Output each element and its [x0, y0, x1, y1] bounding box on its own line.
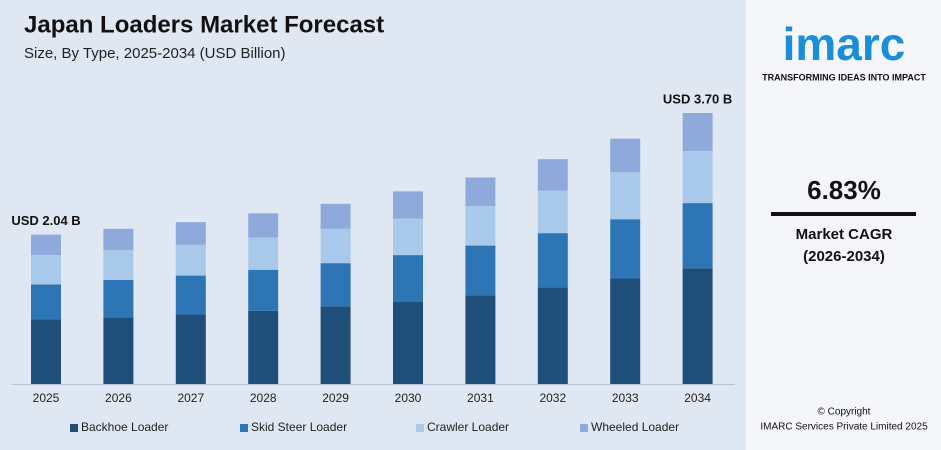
x-tick-label: 2026 [105, 391, 132, 405]
bar-segment [393, 301, 423, 384]
cagr-period: (2026-2034) [803, 248, 885, 265]
bar-segment [537, 190, 568, 234]
bar-segment [320, 228, 351, 264]
x-tick-label: 2025 [33, 391, 60, 405]
tagline: TRANSFORMING IDEAS INTO IMPACT [762, 72, 926, 82]
divider [771, 212, 916, 216]
bar-segment [248, 237, 279, 270]
legend-label: Skid Steer Loader [251, 420, 347, 434]
total-annotation: USD 3.70 B [663, 91, 732, 106]
bar-segment [682, 151, 713, 204]
bar-segment [248, 269, 279, 311]
bar-segment [610, 219, 641, 279]
bar-segment [393, 218, 423, 256]
bar-segment [175, 222, 206, 245]
bar-segment [31, 234, 61, 256]
chart-title: Japan Loaders Market Forecast [24, 11, 384, 38]
bar-segment [393, 255, 423, 302]
bar-segment [175, 244, 206, 276]
bar-segment [682, 113, 713, 152]
x-tick-label: 2032 [539, 391, 566, 405]
x-tick-label: 2033 [612, 391, 639, 405]
x-tick-label: 2028 [250, 391, 277, 405]
bar-segment [320, 306, 351, 384]
bar-segment [175, 314, 206, 384]
bar-segment [682, 268, 713, 384]
x-tick-label: 2027 [177, 391, 204, 405]
x-tick-label: 2029 [322, 391, 349, 405]
bar-segment [465, 177, 496, 207]
bar-segment [537, 159, 568, 191]
legend-swatch [416, 424, 424, 432]
bar-segment [31, 255, 61, 285]
bar-segment [31, 319, 61, 384]
legend-swatch [240, 424, 248, 432]
chart-subtitle: Size, By Type, 2025-2034 (USD Billion) [24, 45, 286, 62]
bar-segment [103, 279, 134, 318]
legend-swatch [580, 424, 588, 432]
x-tick-label: 2034 [684, 391, 711, 405]
bar-segment [103, 317, 134, 384]
x-tick-label: 2030 [395, 391, 422, 405]
legend-label: Crawler Loader [427, 420, 509, 434]
cagr-label: Market CAGR [796, 226, 893, 243]
bar-segment [610, 138, 641, 173]
bar-segment [320, 263, 351, 307]
bar-segment [175, 275, 206, 315]
bar-segment [610, 172, 641, 220]
x-tick-label: 2031 [467, 391, 494, 405]
bar-segment [248, 213, 279, 238]
bar-segment [682, 203, 713, 269]
legend-label: Wheeled Loader [591, 420, 679, 434]
bar-segment [103, 249, 134, 280]
legend-label: Backhoe Loader [81, 420, 168, 434]
company: IMARC Services Private Limited 2025 [760, 422, 928, 433]
bar-segment [31, 284, 61, 320]
bar-segment [465, 295, 496, 384]
bar-segment [103, 228, 134, 250]
bar-segment [248, 310, 279, 384]
bar-segment [537, 233, 568, 288]
total-annotation: USD 2.04 B [11, 213, 80, 228]
cagr-value: 6.83% [807, 175, 881, 205]
copyright: © Copyright [818, 407, 871, 418]
bar-segment [393, 191, 423, 219]
logo: imarc [783, 18, 906, 70]
legend-swatch [70, 424, 78, 432]
bar-segment [465, 206, 496, 246]
sidebar-background [746, 0, 941, 450]
bar-segment [465, 245, 496, 296]
bar-segment [320, 203, 351, 229]
bar-segment [610, 278, 641, 384]
bar-segment [537, 287, 568, 384]
